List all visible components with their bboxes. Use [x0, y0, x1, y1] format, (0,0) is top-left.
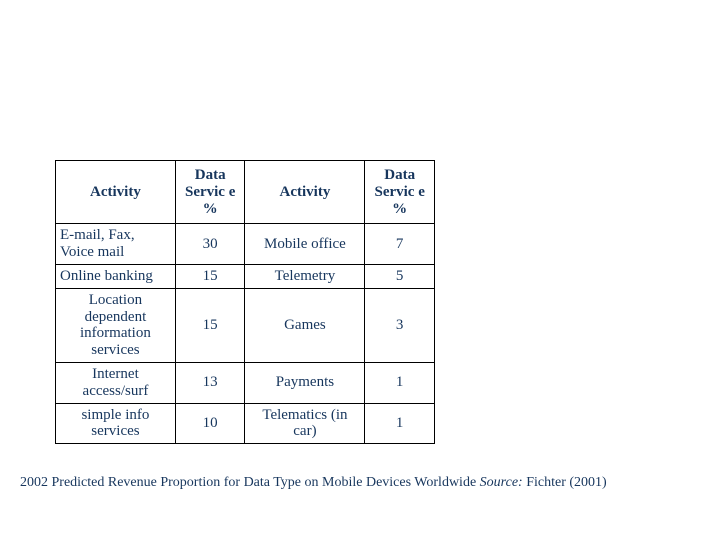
caption-source-label: Source: [480, 475, 523, 490]
cell-activity: simple info services [56, 403, 176, 444]
table-row: Online banking 15 Telemetry 5 [56, 264, 435, 288]
table-row: Internet access/surf 13 Payments 1 [56, 362, 435, 403]
cell-activity: Location dependent information services [56, 288, 176, 362]
cell-value: 1 [365, 403, 435, 444]
col-activity-2: Activity [245, 161, 365, 224]
cell-activity: Mobile office [245, 224, 365, 265]
cell-activity: Payments [245, 362, 365, 403]
cell-activity: Telemetry [245, 264, 365, 288]
cell-activity: Telematics (in car) [245, 403, 365, 444]
table-row: E-mail, Fax, Voice mail 30 Mobile office… [56, 224, 435, 265]
col-data-service-pct-1: Data Servic e % [175, 161, 245, 224]
cell-activity: E-mail, Fax, Voice mail [56, 224, 176, 265]
cell-activity: Internet access/surf [56, 362, 176, 403]
cell-value: 30 [175, 224, 245, 265]
table-row: simple info services 10 Telematics (in c… [56, 403, 435, 444]
data-service-table-wrap: Activity Data Servic e % Activity Data S… [55, 160, 435, 444]
cell-value: 10 [175, 403, 245, 444]
cell-value: 15 [175, 288, 245, 362]
cell-value: 5 [365, 264, 435, 288]
table-caption: 2002 Predicted Revenue Proportion for Da… [20, 475, 700, 491]
caption-prefix: 2002 Predicted Revenue Proportion for Da… [20, 475, 480, 490]
cell-value: 15 [175, 264, 245, 288]
cell-value: 3 [365, 288, 435, 362]
col-data-service-pct-2: Data Servic e % [365, 161, 435, 224]
cell-value: 13 [175, 362, 245, 403]
cell-value: 1 [365, 362, 435, 403]
cell-activity: Online banking [56, 264, 176, 288]
col-activity-1: Activity [56, 161, 176, 224]
table-row: Location dependent information services … [56, 288, 435, 362]
cell-value: 7 [365, 224, 435, 265]
data-service-table: Activity Data Servic e % Activity Data S… [55, 160, 435, 444]
caption-source-value: Fichter (2001) [523, 475, 607, 490]
cell-activity: Games [245, 288, 365, 362]
table-header-row: Activity Data Servic e % Activity Data S… [56, 161, 435, 224]
